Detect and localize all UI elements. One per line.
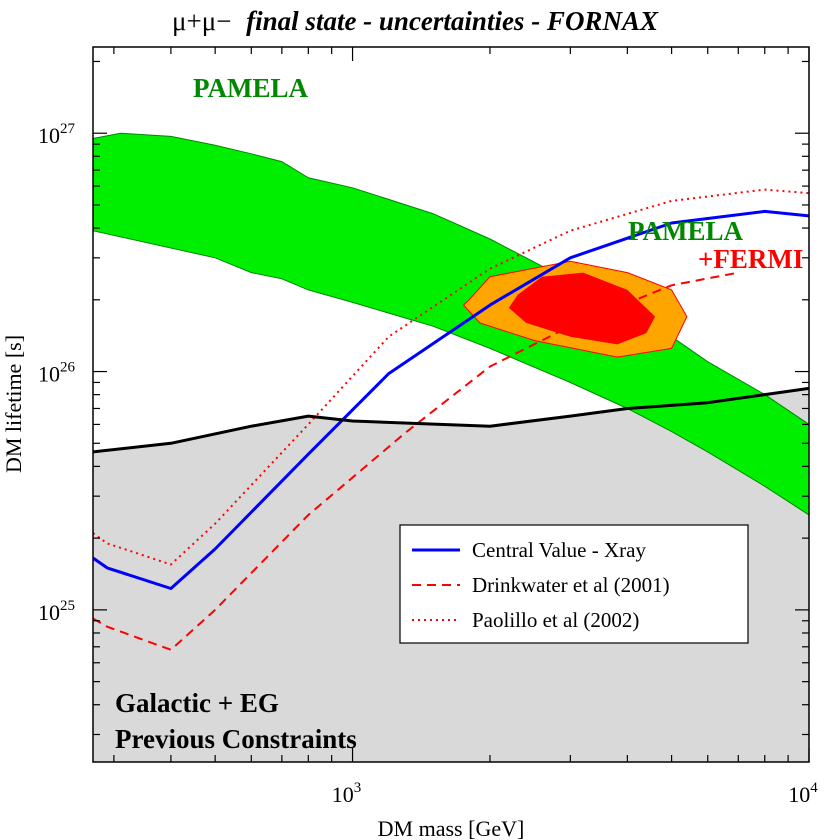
constraints-label-2: Previous Constraints xyxy=(115,724,357,754)
y-tick-label: 1026 xyxy=(38,360,76,387)
series-drinkwater xyxy=(93,271,739,651)
legend: Central Value - Xray Drinkwater et al (2… xyxy=(399,524,749,644)
pamela-fermi-label-2: +FERMI xyxy=(698,244,803,274)
legend-label-drinkwater: Drinkwater et al (2001) xyxy=(472,573,670,597)
x-tick-label: 103 xyxy=(332,780,362,807)
series-galactic-eg xyxy=(93,386,809,454)
title-prefix: μ+μ− xyxy=(172,6,231,36)
pamela-band xyxy=(93,132,809,516)
x-tick-label: 104 xyxy=(788,780,818,807)
plot-frame xyxy=(92,46,810,763)
chart-title: μ+μ− final state - uncertainties - FORNA… xyxy=(172,6,659,36)
title-rest: final state - uncertainties - FORNAX xyxy=(246,6,659,36)
axis-ticks: 103 104 1025 1026 1027 xyxy=(38,47,818,807)
fermi-region-inner xyxy=(508,272,656,345)
y-axis-label: DM lifetime [s] xyxy=(1,335,26,473)
y-tick-label: 1027 xyxy=(38,121,76,148)
legend-label-paolillo: Paolillo et al (2002) xyxy=(472,608,639,632)
legend-label-central: Central Value - Xray xyxy=(472,538,646,562)
constraints-label-1: Galactic + EG xyxy=(115,688,279,718)
pamela-band-label: PAMELA xyxy=(193,73,308,103)
series-central-xray xyxy=(93,209,809,590)
pamela-fermi-label-1: PAMELA xyxy=(628,216,743,246)
fermi-annotation: PAMELA +FERMI xyxy=(628,216,803,274)
x-axis-label: DM mass [GeV] xyxy=(378,816,525,840)
y-tick-label: 1025 xyxy=(38,598,75,625)
